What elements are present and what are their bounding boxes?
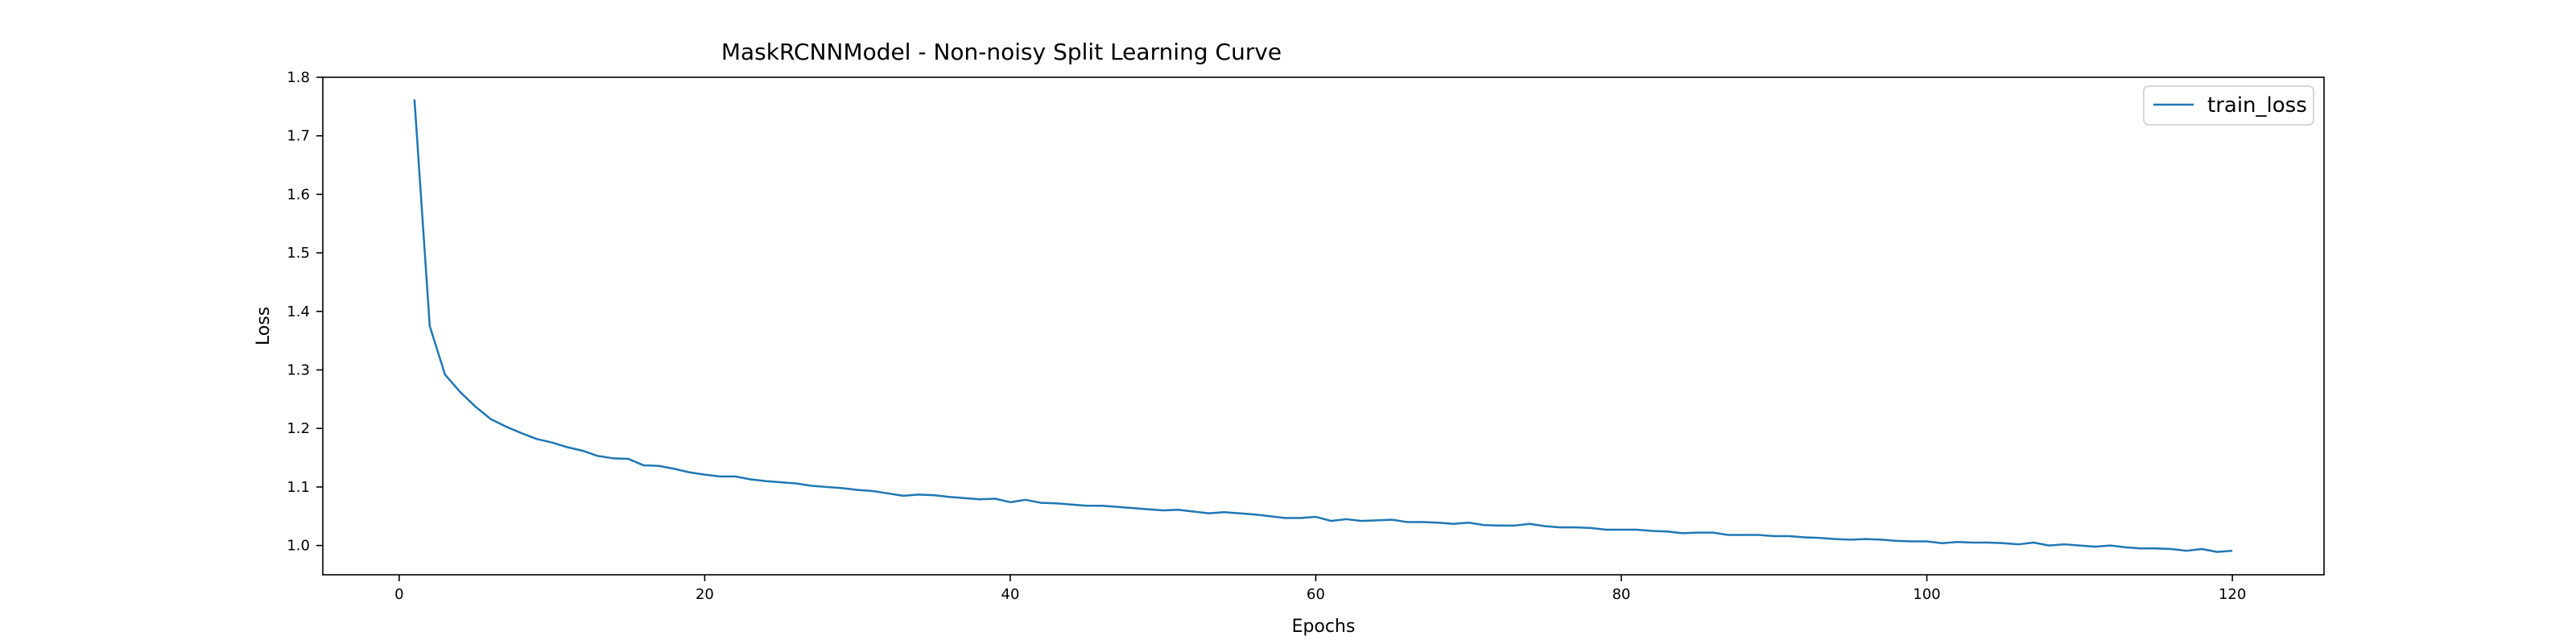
x-axis-label: Epochs — [1292, 617, 1356, 637]
x-tick-label: 20 — [696, 586, 714, 603]
y-tick-label: 1.1 — [287, 479, 310, 496]
y-tick-label: 1.3 — [287, 362, 310, 379]
x-tick-label: 60 — [1307, 586, 1325, 603]
y-tick-label: 1.4 — [287, 303, 310, 320]
x-tick-label: 120 — [2219, 586, 2246, 603]
x-axis: 0 20 40 60 80 100 120 — [394, 575, 2246, 603]
series-layer — [413, 99, 2233, 553]
plot-area-frame — [322, 76, 2325, 576]
x-tick-label: 80 — [1612, 586, 1631, 603]
x-tick-label: 100 — [1913, 586, 1940, 603]
y-tick-label: 1.8 — [287, 69, 310, 86]
legend-box — [2143, 85, 2314, 126]
x-tick-label: 40 — [1001, 586, 1020, 603]
y-tick-label: 1.7 — [287, 128, 310, 145]
y-tick-label: 1.2 — [287, 420, 310, 437]
chart-title: MaskRCNNModel - Non-noisy Split Learning… — [721, 39, 1282, 65]
series-line-train-loss — [413, 99, 2233, 553]
y-tick-label: 1.0 — [287, 538, 310, 555]
legend: train_loss — [2143, 85, 2314, 126]
y-axis: 1.0 1.1 1.2 1.3 1.4 1.5 1.6 1.7 1.8 — [287, 69, 323, 555]
y-axis-label: Loss — [254, 307, 274, 345]
y-tick-label: 1.6 — [287, 186, 310, 203]
x-tick-label: 0 — [394, 586, 403, 603]
legend-label-train-loss: train_loss — [2207, 93, 2307, 118]
y-tick-label: 1.5 — [287, 245, 310, 262]
